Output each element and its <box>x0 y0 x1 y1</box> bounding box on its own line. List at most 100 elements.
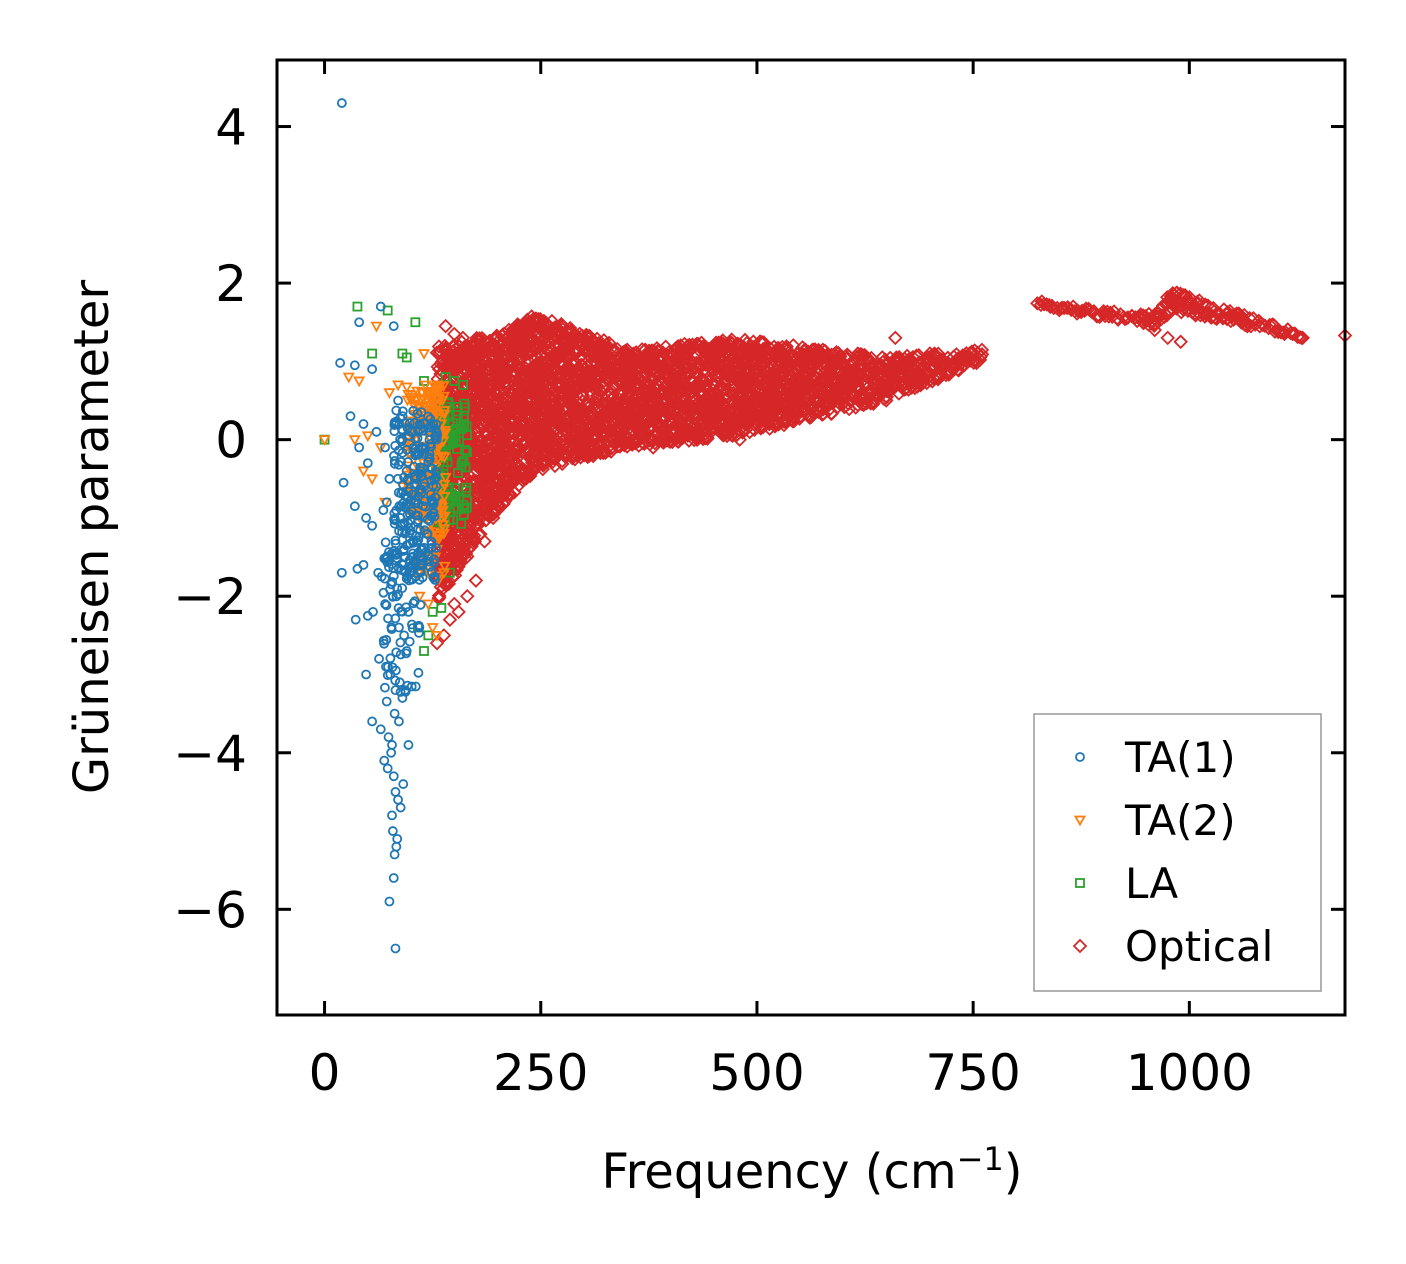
optical-point <box>700 431 715 446</box>
ta-1-point <box>416 552 427 562</box>
optical-point <box>792 408 808 424</box>
optical-point <box>459 342 475 357</box>
optical-point <box>597 443 613 459</box>
ta-1-point <box>381 600 392 611</box>
ta-1-point <box>387 576 398 587</box>
ta-2-point <box>431 414 444 425</box>
optical-point <box>646 343 662 359</box>
optical-point <box>454 550 470 566</box>
ta-1-point <box>407 623 418 634</box>
ta-1-point <box>417 572 428 583</box>
ta-2-point <box>435 451 448 463</box>
optical-point <box>492 498 508 513</box>
optical-point <box>1147 322 1163 338</box>
la-point <box>460 445 471 456</box>
series-ta-1 <box>335 98 442 954</box>
optical-point <box>737 361 753 377</box>
ta-1-point <box>409 596 420 607</box>
ta-1-point <box>397 518 408 529</box>
ta-1-point <box>378 505 389 516</box>
la-point <box>461 485 471 496</box>
ta-1-point <box>376 571 387 582</box>
la-point <box>419 646 429 656</box>
optical-point <box>1054 300 1070 316</box>
ta-1-point <box>387 591 398 602</box>
ta-1-point <box>423 411 433 422</box>
ta-2-point <box>439 473 452 484</box>
ta-2-point <box>413 591 426 603</box>
la-point <box>401 352 412 363</box>
la-point <box>447 438 458 449</box>
ta-1-point <box>416 407 427 418</box>
la-point <box>452 410 463 421</box>
optical-point <box>912 373 927 388</box>
optical-point <box>1101 309 1117 324</box>
ta-1-point <box>391 405 402 416</box>
la-point <box>453 468 463 478</box>
ta-1-point <box>349 501 360 512</box>
optical-point <box>671 434 686 449</box>
optical-point <box>461 467 477 483</box>
ta-1-point <box>419 525 430 536</box>
ta-1-point <box>407 536 418 547</box>
ta-1-point <box>385 653 396 664</box>
ta-1-point <box>427 497 438 508</box>
ta-1-point <box>368 606 378 617</box>
ta-2-point <box>405 396 418 407</box>
ta-2-point <box>366 474 379 486</box>
ta-2-point <box>400 382 413 394</box>
series-optical <box>428 285 1353 651</box>
ta-1-point <box>400 528 410 539</box>
optical-point <box>576 424 592 440</box>
ta-2-point <box>426 399 440 411</box>
optical-point <box>837 399 852 415</box>
optical-point <box>447 596 462 612</box>
ta-1-point <box>403 457 413 467</box>
ta-2-point <box>435 513 448 525</box>
ta-1-point <box>413 515 424 525</box>
ta-1-point <box>380 682 390 693</box>
optical-point <box>511 478 526 493</box>
ta-2-point <box>406 390 419 402</box>
ta-2-point <box>392 380 405 392</box>
ta-1-point <box>413 667 424 678</box>
optical-point <box>680 428 696 444</box>
ta-1-point <box>406 426 416 437</box>
ta-1-point <box>410 450 421 461</box>
ta-1-point <box>413 524 423 535</box>
ta-2-point <box>430 380 444 392</box>
ta-1-point <box>414 419 425 429</box>
ta-1-point <box>404 418 415 428</box>
ta-1-point <box>398 559 409 570</box>
ta-1-point <box>394 622 404 633</box>
la-point <box>462 430 472 441</box>
ta-1-point <box>394 419 405 429</box>
optical-point <box>447 326 462 342</box>
ta-1-point <box>393 603 404 613</box>
ta-2-point <box>383 388 396 400</box>
ta-2-point <box>357 466 370 478</box>
ta-2-point <box>430 530 443 542</box>
ta-1-point <box>398 544 409 555</box>
ta-1-point <box>384 556 394 567</box>
ta-2-point <box>437 529 450 540</box>
optical-point <box>477 534 492 549</box>
la-point <box>460 462 471 473</box>
optical-point <box>1173 334 1188 350</box>
ta-2-point <box>426 623 439 634</box>
la-point <box>458 509 469 520</box>
optical-point <box>1273 325 1289 340</box>
optical-point <box>473 398 488 413</box>
optical-point <box>766 399 782 414</box>
series-layer <box>318 98 1353 954</box>
optical-point <box>468 350 484 365</box>
ta-1-point <box>401 573 412 584</box>
la-point <box>352 301 363 312</box>
optical-point <box>593 383 608 399</box>
ta-2-point <box>403 416 416 428</box>
optical-point <box>1240 318 1255 334</box>
ta-1-point <box>354 442 365 453</box>
ta-1-point <box>403 606 414 617</box>
la-point <box>450 492 461 503</box>
ta-1-point <box>384 562 394 573</box>
